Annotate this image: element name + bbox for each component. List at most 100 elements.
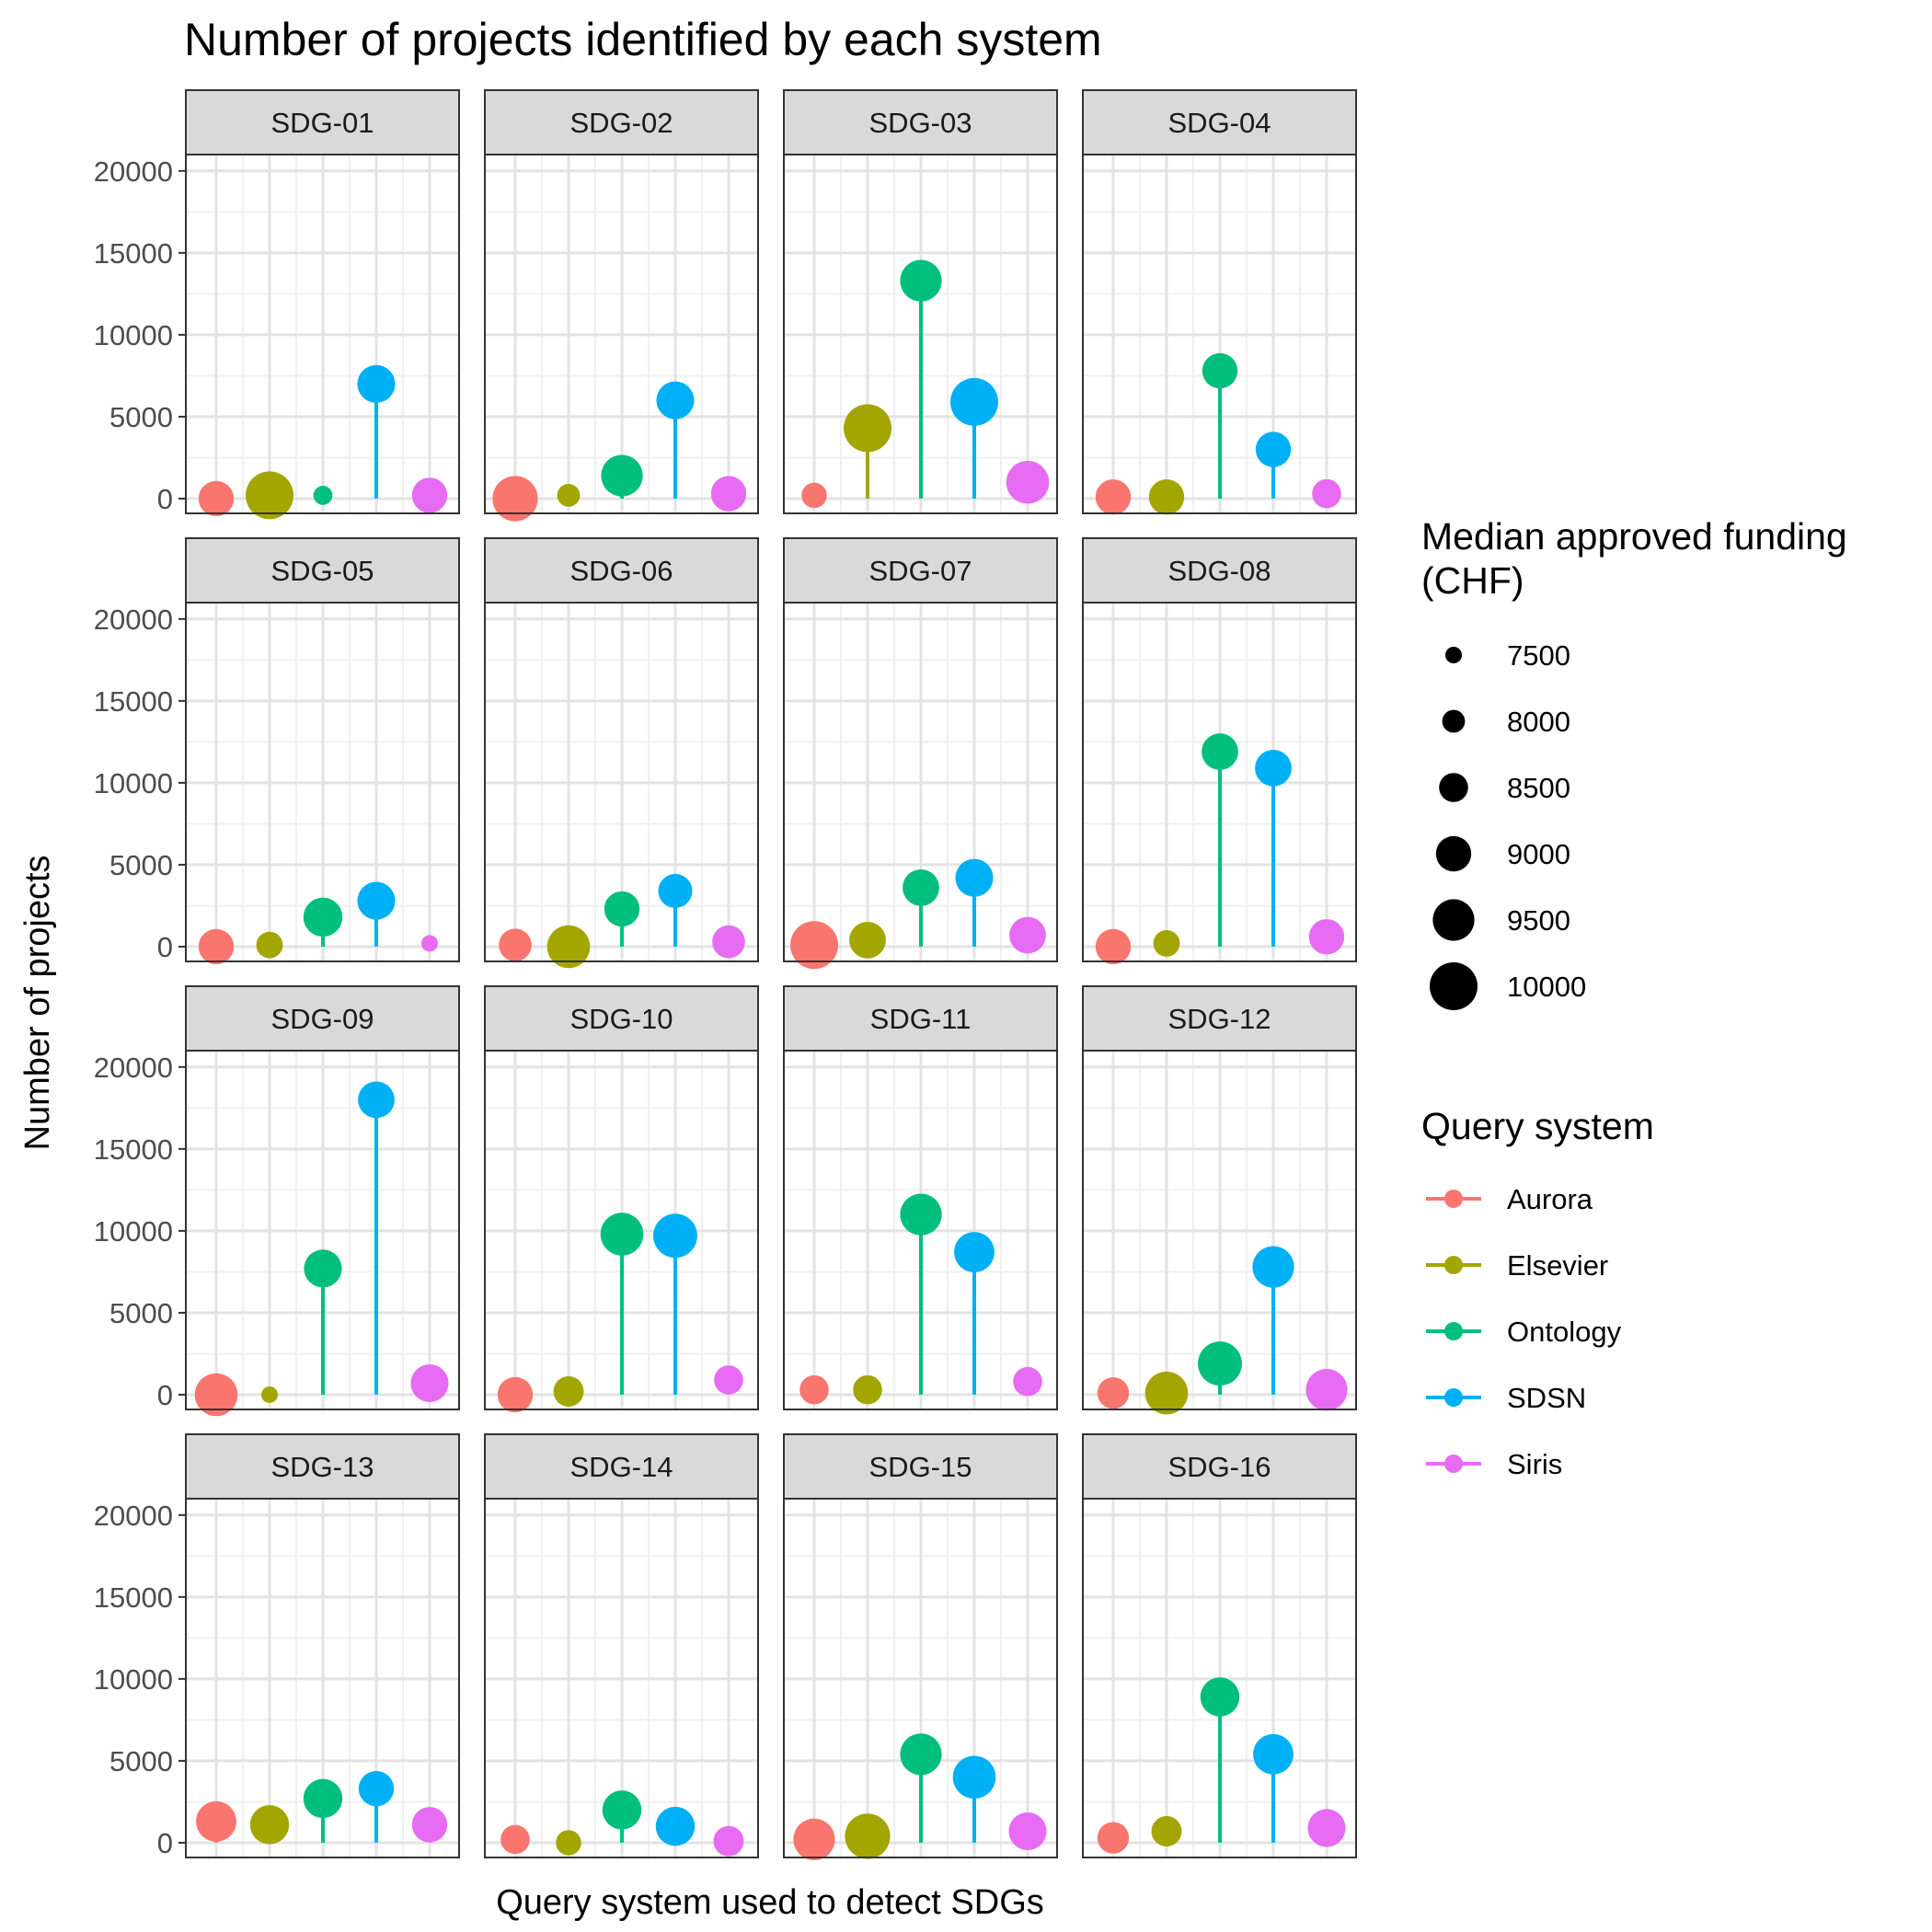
- lollipop-point: [1095, 478, 1132, 515]
- color-legend-label: Ontology: [1507, 1316, 1622, 1348]
- facet-panel: SDG-02: [484, 89, 759, 522]
- lollipop-point: [799, 1374, 829, 1405]
- facet-panel: SDG-03: [783, 89, 1058, 514]
- lollipop-point: [955, 858, 994, 897]
- facet-panels: SDG-01 0 5000 10000 15000 20000 SDG-02 SDG-03 SD…: [94, 89, 1357, 1861]
- lollipop-point: [357, 364, 396, 403]
- size-legend-title: Median approved funding (CHF): [1421, 515, 1847, 602]
- lollipop-point: [801, 482, 827, 509]
- lollipop-point: [198, 480, 235, 517]
- y-tick-label: 20000: [94, 155, 173, 188]
- color-legend: Query system Aurora Elsevier Ontology SDSN S…: [1421, 1105, 1654, 1480]
- facet-strip: [484, 1433, 759, 1500]
- y-tick-label: 10000: [94, 319, 173, 351]
- facet-panel: SDG-12: [1082, 985, 1357, 1415]
- lollipop-point: [1198, 1341, 1242, 1386]
- lollipop-point: [1006, 460, 1050, 504]
- facet-strip: [783, 89, 1058, 155]
- size-legend-key: [1442, 709, 1466, 733]
- facet-strip-label: SDG-01: [271, 107, 374, 139]
- size-legend-label: 9500: [1507, 904, 1570, 937]
- lollipop-point: [1153, 929, 1180, 957]
- color-legend-key: [1444, 1256, 1463, 1274]
- lollipop-point: [1305, 1369, 1348, 1411]
- size-legend-label: 9000: [1507, 838, 1570, 870]
- y-tick-label: 5000: [109, 401, 173, 433]
- lollipop-point: [303, 1778, 343, 1819]
- color-legend-key: [1444, 1322, 1463, 1340]
- size-legend-key: [1430, 962, 1478, 1010]
- size-legend-key: [1432, 899, 1475, 941]
- lollipop-point: [196, 1800, 236, 1842]
- lollipop-point: [656, 381, 695, 420]
- y-tick-label: 15000: [94, 237, 173, 270]
- facet-strip-label: SDG-10: [570, 1003, 673, 1035]
- size-legend-title-line: Median approved funding: [1421, 515, 1847, 558]
- facet-strip: [783, 985, 1058, 1052]
- facet-strip: [185, 1433, 460, 1500]
- lollipop-point: [553, 1375, 584, 1407]
- lollipop-point: [411, 1807, 448, 1843]
- lollipop-point: [903, 868, 939, 906]
- facet-strip-label: SDG-11: [870, 1003, 972, 1035]
- lollipop-point: [853, 1374, 882, 1405]
- lollipop-point: [1144, 1371, 1189, 1415]
- size-legend-key: [1445, 647, 1462, 663]
- y-tick-label: 5000: [109, 849, 173, 881]
- size-legend-label: 7500: [1507, 639, 1570, 672]
- lollipop-point: [1151, 1816, 1182, 1846]
- size-legend-key: [1435, 835, 1472, 872]
- color-legend-key: [1444, 1388, 1463, 1407]
- lollipop-point: [604, 891, 640, 927]
- facet-panel: SDG-06: [484, 537, 759, 969]
- lollipop-point: [1252, 1246, 1294, 1288]
- lollipop-point: [714, 1365, 743, 1395]
- size-legend-title-line: (CHF): [1421, 559, 1524, 602]
- facet-panel: SDG-16: [1082, 1433, 1357, 1858]
- lollipop-point: [601, 454, 643, 497]
- lollipop-point: [900, 1733, 942, 1776]
- lollipop-point: [410, 1363, 449, 1403]
- y-tick-label: 0: [157, 1379, 173, 1411]
- facet-panel: SDG-08: [1082, 537, 1357, 965]
- lollipop-point: [900, 1193, 942, 1236]
- lollipop-point: [900, 259, 942, 302]
- lollipop-point: [492, 476, 538, 522]
- facet-panel: SDG-15: [783, 1433, 1058, 1861]
- facet-strip: [1082, 89, 1357, 155]
- facet-strip: [185, 537, 460, 604]
- facet-panel: SDG-10: [484, 985, 759, 1413]
- lollipop-point: [1200, 1677, 1240, 1717]
- color-legend-label: Elsevier: [1507, 1249, 1608, 1282]
- facet-panel: SDG-05 0 5000 10000 15000 20000: [94, 537, 460, 965]
- lollipop-point: [358, 1081, 395, 1119]
- y-tick-label: 15000: [94, 1581, 173, 1614]
- chart-title: Number of projects identified by each sy…: [184, 14, 1102, 65]
- y-tick-label: 0: [157, 931, 173, 963]
- size-legend-label: 8000: [1507, 706, 1570, 738]
- lollipop-point: [1255, 749, 1292, 787]
- lollipop-point: [261, 1386, 278, 1403]
- lollipop-point: [710, 476, 747, 512]
- y-tick-label: 5000: [109, 1297, 173, 1329]
- lollipop-point: [1097, 1822, 1130, 1854]
- lollipop-point: [849, 921, 886, 959]
- lollipop-point: [313, 486, 333, 505]
- size-legend: Median approved funding (CHF) 7500 8000 850…: [1421, 515, 1847, 1010]
- lollipop-point: [602, 1790, 642, 1830]
- facet-strip-label: SDG-06: [570, 555, 673, 587]
- lollipop-point: [1097, 1377, 1130, 1409]
- y-tick-label: 10000: [94, 1663, 173, 1696]
- y-tick-label: 20000: [94, 1052, 173, 1084]
- lollipop-point: [303, 897, 343, 937]
- lollipop-point: [713, 1825, 744, 1857]
- facet-strip-label: SDG-09: [271, 1003, 374, 1035]
- y-tick-label: 20000: [94, 604, 173, 636]
- facet-strip: [484, 89, 759, 155]
- facet-panel: SDG-14: [484, 1433, 759, 1858]
- size-legend-label: 10000: [1507, 971, 1586, 1003]
- size-legend-label: 8500: [1507, 772, 1570, 804]
- lollipop-point: [790, 921, 838, 970]
- facet-strip-label: SDG-08: [1168, 555, 1271, 587]
